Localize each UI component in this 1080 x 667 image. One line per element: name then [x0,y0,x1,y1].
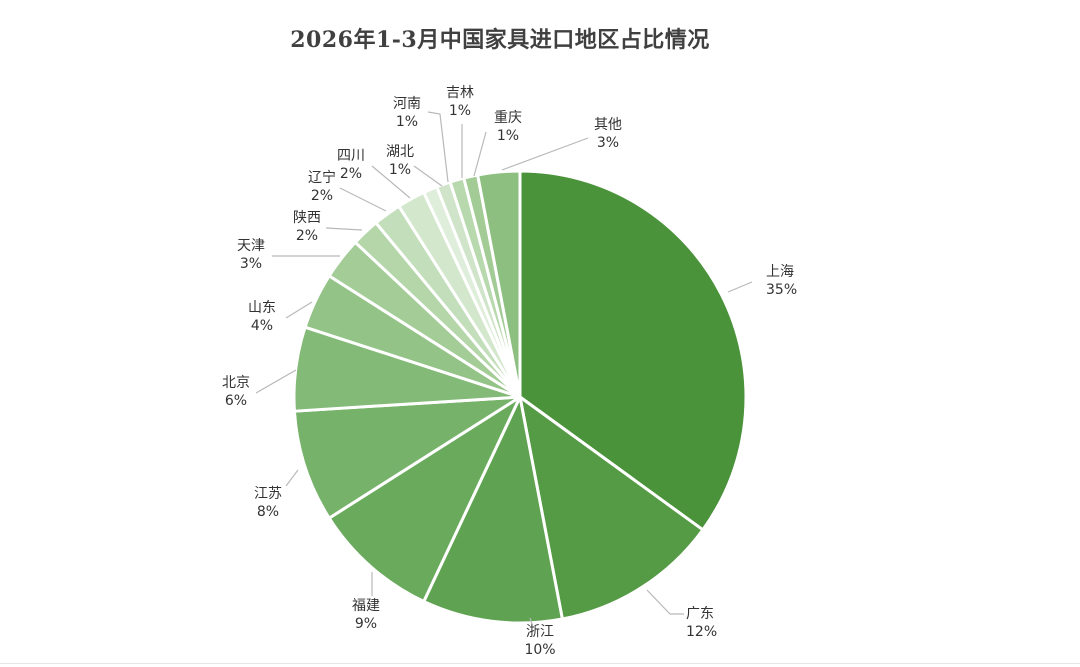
leader-line [501,137,589,171]
slice-category-label: 湖北 [386,144,414,160]
slice-category-label: 浙江 [526,624,554,640]
slice-value-label: 1% [497,128,519,144]
leader-line [727,281,753,293]
leader-line [339,187,387,212]
slice-value-label: 3% [240,256,262,272]
bottom-divider [0,663,1080,664]
slice-value-label: 2% [340,166,362,182]
leader-line [646,589,684,615]
leader-line [473,131,487,177]
slice-value-label: 35% [766,282,797,298]
slice-value-label: 4% [251,318,273,334]
leader-line [371,165,411,199]
leader-line [427,111,449,183]
slice-value-label: 3% [597,135,619,151]
leader-line [285,301,313,319]
slice-category-label: 陕西 [293,210,321,226]
leader-line [255,369,297,394]
slice-labels: 上海35%广东12%浙江10%福建9%江苏8%北京6%山东4%天津3%陕西2%辽… [222,85,797,658]
leader-line [529,617,533,625]
slice-value-label: 9% [355,616,377,632]
leader-line [285,469,299,487]
pie-slice [422,395,564,625]
pie-slice [476,169,522,399]
chart-title: 2026年1-3月中国家具进口地区占比情况 [290,27,710,53]
slice-value-label: 6% [225,393,247,409]
slice-value-label: 2% [311,188,333,204]
slice-value-label: 8% [257,504,279,520]
slice-category-label: 辽宁 [308,169,336,186]
slice-category-label: 吉林 [446,85,474,101]
slice-value-label: 1% [389,162,411,178]
slice-category-label: 北京 [222,375,250,391]
leader-line [325,227,363,231]
leader-lines [255,111,753,625]
slice-value-label: 10% [524,642,555,658]
leader-line [413,165,443,187]
slice-category-label: 山东 [248,300,276,316]
slice-value-label: 1% [449,103,471,119]
slice-category-label: 河南 [393,96,421,112]
slice-category-label: 广东 [686,606,714,622]
slice-category-label: 上海 [766,264,794,280]
pie-slice [518,395,705,621]
slice-value-label: 2% [296,228,318,244]
pie-slice [327,395,522,603]
slice-category-label: 重庆 [494,110,522,126]
slice-category-label: 江苏 [254,486,282,502]
pie-slices [292,169,748,625]
pie-slice [292,395,522,520]
slice-category-label: 天津 [237,238,265,254]
slice-category-label: 福建 [352,598,380,614]
slice-value-label: 1% [396,114,418,130]
slice-value-label: 12% [686,624,717,640]
slice-category-label: 其他 [594,117,622,133]
pie-slice [518,169,748,532]
slice-category-label: 四川 [337,148,365,164]
